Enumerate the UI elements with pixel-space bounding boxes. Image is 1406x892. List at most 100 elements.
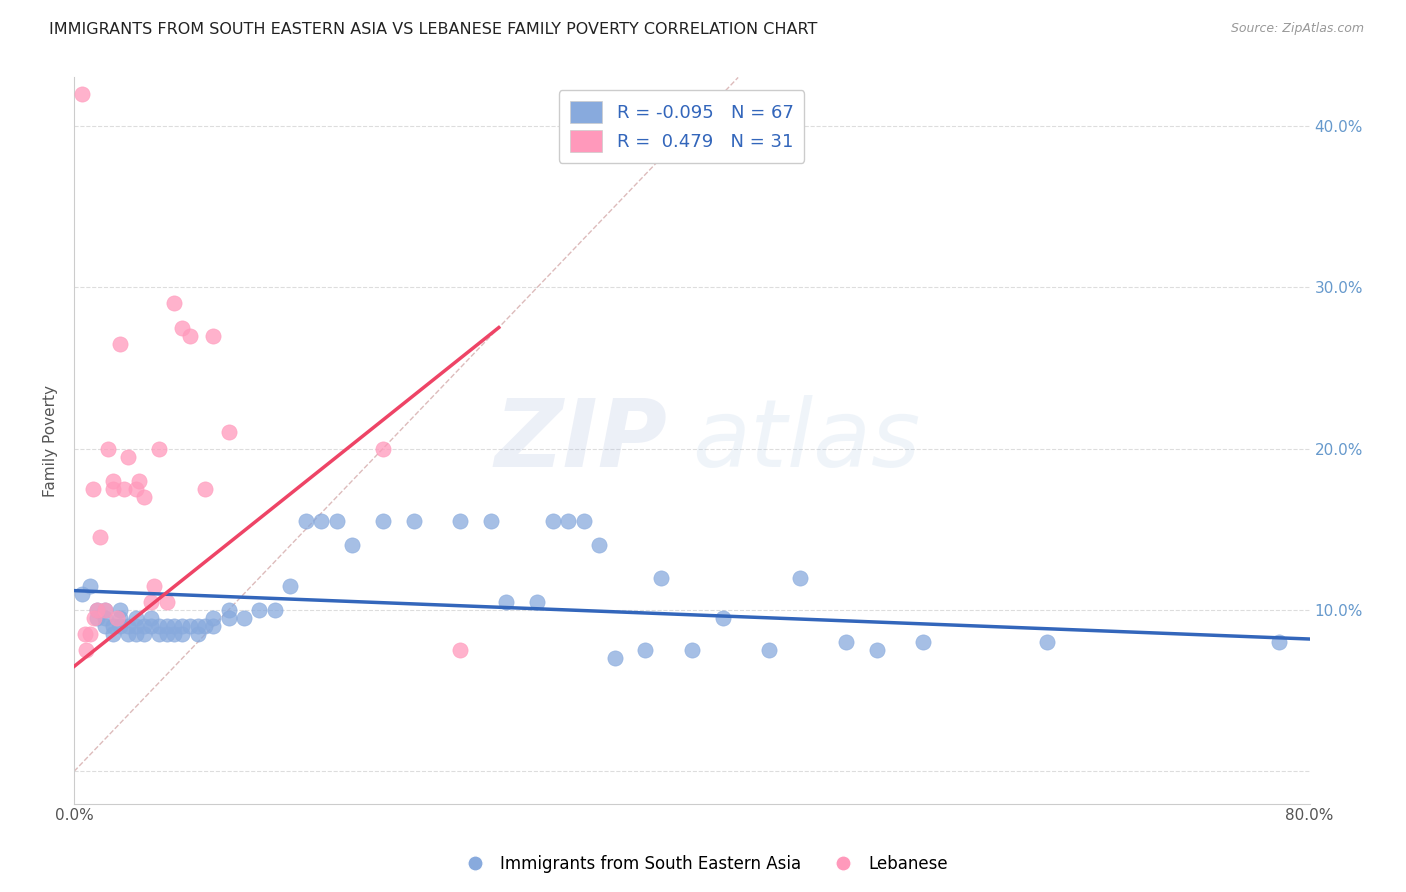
Point [94,603,117,617]
Point [141,619,163,633]
Point [495,595,517,609]
Point [110,619,132,633]
Point [79,627,101,641]
Point [125,619,148,633]
Point [143,579,166,593]
Point [125,482,148,496]
Point [125,627,148,641]
Point [650,571,672,585]
Point [110,611,132,625]
Point [202,611,225,625]
Point [101,474,124,488]
Point [70,87,93,101]
Point [101,482,124,496]
Point [132,619,155,633]
Point [110,603,132,617]
Point [572,514,595,528]
Point [1036,635,1059,649]
Point [557,514,579,528]
Point [479,514,502,528]
Point [117,619,139,633]
Point [89,530,111,544]
Legend: Immigrants from South Eastern Asia, Lebanese: Immigrants from South Eastern Asia, Leba… [451,848,955,880]
Point [202,328,225,343]
Point [141,595,163,609]
Point [218,603,240,617]
Point [278,579,301,593]
Point [526,595,548,609]
Point [110,336,132,351]
Point [141,611,163,625]
Point [912,635,935,649]
Point [94,619,117,633]
Point [711,611,734,625]
Point [101,619,124,633]
Point [758,643,780,657]
Point [866,643,889,657]
Point [218,425,240,440]
Point [79,579,101,593]
Point [340,538,363,552]
Point [82,482,104,496]
Point [132,627,155,641]
Point [70,587,93,601]
Point [309,514,332,528]
Point [132,490,155,504]
Point [835,635,858,649]
Point [194,619,217,633]
Point [325,514,347,528]
Point [449,643,471,657]
Point [112,482,135,496]
Point [172,619,194,633]
Point [172,627,194,641]
Point [194,482,217,496]
Point [179,328,201,343]
Point [449,514,471,528]
Point [75,643,97,657]
Point [101,627,124,641]
Text: ZIP: ZIP [495,394,666,486]
Point [156,595,179,609]
Point [148,627,170,641]
Point [128,474,150,488]
Point [105,611,128,625]
Point [86,611,108,625]
Point [94,611,117,625]
Point [402,514,425,528]
Point [294,514,316,528]
Point [588,538,610,552]
Point [148,442,170,456]
Point [163,627,186,641]
Point [634,643,657,657]
Point [681,643,703,657]
Point [97,442,120,456]
Point [187,627,209,641]
Point [86,603,108,617]
Point [156,619,179,633]
Point [371,514,394,528]
Point [117,450,139,464]
Point [247,603,270,617]
Point [163,619,186,633]
Point [202,619,225,633]
Point [233,611,256,625]
Point [117,627,139,641]
Point [148,619,170,633]
Point [73,627,96,641]
Text: Source: ZipAtlas.com: Source: ZipAtlas.com [1230,22,1364,36]
Point [263,603,285,617]
Y-axis label: Family Poverty: Family Poverty [44,384,58,497]
Point [218,611,240,625]
Point [94,603,117,617]
Point [371,442,394,456]
Text: IMMIGRANTS FROM SOUTH EASTERN ASIA VS LEBANESE FAMILY POVERTY CORRELATION CHART: IMMIGRANTS FROM SOUTH EASTERN ASIA VS LE… [49,22,817,37]
Point [789,571,811,585]
Point [172,320,194,334]
Point [179,619,201,633]
Text: atlas: atlas [692,395,920,486]
Point [83,611,105,625]
Point [187,619,209,633]
Point [156,627,179,641]
Point [1267,635,1289,649]
Point [86,603,108,617]
